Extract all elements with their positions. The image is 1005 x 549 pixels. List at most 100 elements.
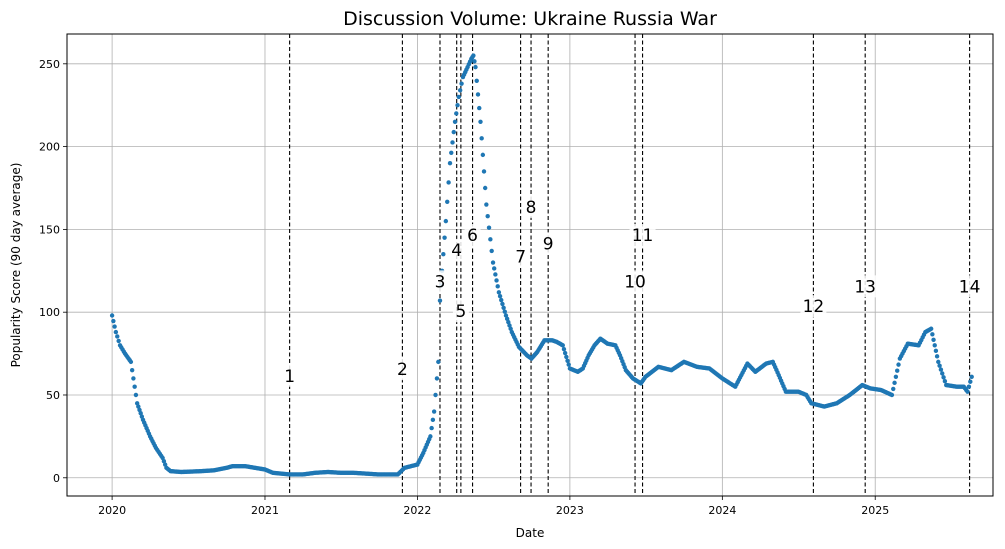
data-point <box>475 92 481 97</box>
y-tick-label: 100 <box>39 306 60 319</box>
data-point <box>490 260 496 265</box>
x-tick-label: 2021 <box>251 504 279 517</box>
data-point <box>109 313 115 318</box>
data-point <box>161 459 167 464</box>
event-label-box <box>394 358 411 381</box>
data-point <box>933 348 939 354</box>
data-point <box>481 169 487 174</box>
data-point <box>482 185 488 191</box>
data-point <box>443 218 449 224</box>
data-point <box>493 272 498 277</box>
data-point <box>139 414 145 419</box>
data-point <box>116 338 121 344</box>
event-label: 2 <box>397 360 408 380</box>
event-label-box <box>448 238 465 261</box>
event-label: 13 <box>854 277 876 297</box>
event-lines <box>289 34 971 496</box>
data-point <box>113 329 119 335</box>
data-point <box>437 298 443 303</box>
data-point <box>893 374 899 379</box>
data-point <box>508 326 513 331</box>
data-point <box>942 378 948 384</box>
data-point <box>134 401 140 406</box>
data-point <box>133 392 139 398</box>
data-point <box>473 64 478 70</box>
data-point <box>499 297 504 303</box>
y-tick-label: 50 <box>46 389 60 402</box>
data-point <box>128 359 134 365</box>
data-point <box>430 417 436 423</box>
event-label-box <box>956 275 983 298</box>
data-point <box>941 375 946 380</box>
data-point <box>129 367 135 373</box>
data-point <box>456 94 461 100</box>
data-point <box>492 266 497 271</box>
data-point <box>445 199 450 204</box>
event-label-box <box>512 245 529 268</box>
x-tick-label: 2023 <box>556 504 584 517</box>
data-point <box>452 119 458 124</box>
data-point <box>442 235 447 240</box>
grid <box>67 34 993 496</box>
x-tick-label: 2020 <box>98 504 126 517</box>
data-point <box>454 111 459 116</box>
data-point <box>132 384 137 389</box>
data-point <box>472 59 477 64</box>
data-point <box>484 202 489 207</box>
event-label-box <box>464 224 481 247</box>
data-point <box>496 290 502 295</box>
data-point <box>434 376 440 381</box>
event-label: 1 <box>284 367 295 387</box>
data-point <box>449 150 454 156</box>
data-point <box>446 180 451 185</box>
y-tick-label: 0 <box>53 472 60 485</box>
event-label-box <box>800 295 827 318</box>
event-label: 12 <box>803 297 825 317</box>
event-label: 9 <box>543 234 554 254</box>
data-point <box>932 343 937 348</box>
data-point <box>459 81 464 86</box>
data-point <box>478 119 483 124</box>
data-point <box>162 462 168 467</box>
event-label-box <box>452 300 469 323</box>
data-point <box>565 358 570 363</box>
data-point <box>503 313 509 318</box>
event-label: 8 <box>526 198 537 218</box>
data-point <box>506 319 511 325</box>
event-label-box <box>622 270 649 293</box>
data-point <box>968 379 973 384</box>
data-point <box>931 337 936 342</box>
event-label: 7 <box>515 248 526 268</box>
data-point <box>891 386 896 392</box>
x-axis-label: Date <box>516 526 545 540</box>
data-point <box>111 318 116 324</box>
data-point <box>502 309 507 314</box>
event-label-box <box>431 270 448 293</box>
data-point <box>500 301 505 307</box>
data-point <box>488 237 493 242</box>
x-tick-label: 2024 <box>708 504 736 517</box>
data-point <box>136 404 141 409</box>
data-point <box>930 332 935 337</box>
data-point <box>936 359 941 365</box>
data-point <box>447 160 453 166</box>
event-label-box <box>629 224 656 247</box>
y-axis-label: Popularity Score (90 day average) <box>9 163 23 368</box>
data-point <box>160 455 165 461</box>
data-point <box>892 380 897 386</box>
event-label: 14 <box>959 277 981 297</box>
y-tick-label: 150 <box>39 223 60 236</box>
data-point <box>938 367 944 372</box>
data-point <box>896 362 901 367</box>
event-label: 3 <box>435 272 446 292</box>
data-point <box>937 363 942 368</box>
data-point <box>431 409 437 414</box>
data-point <box>112 324 117 329</box>
event-label-box <box>523 195 540 218</box>
data-point <box>497 293 503 299</box>
data-point <box>480 152 486 158</box>
data-point <box>504 316 510 322</box>
